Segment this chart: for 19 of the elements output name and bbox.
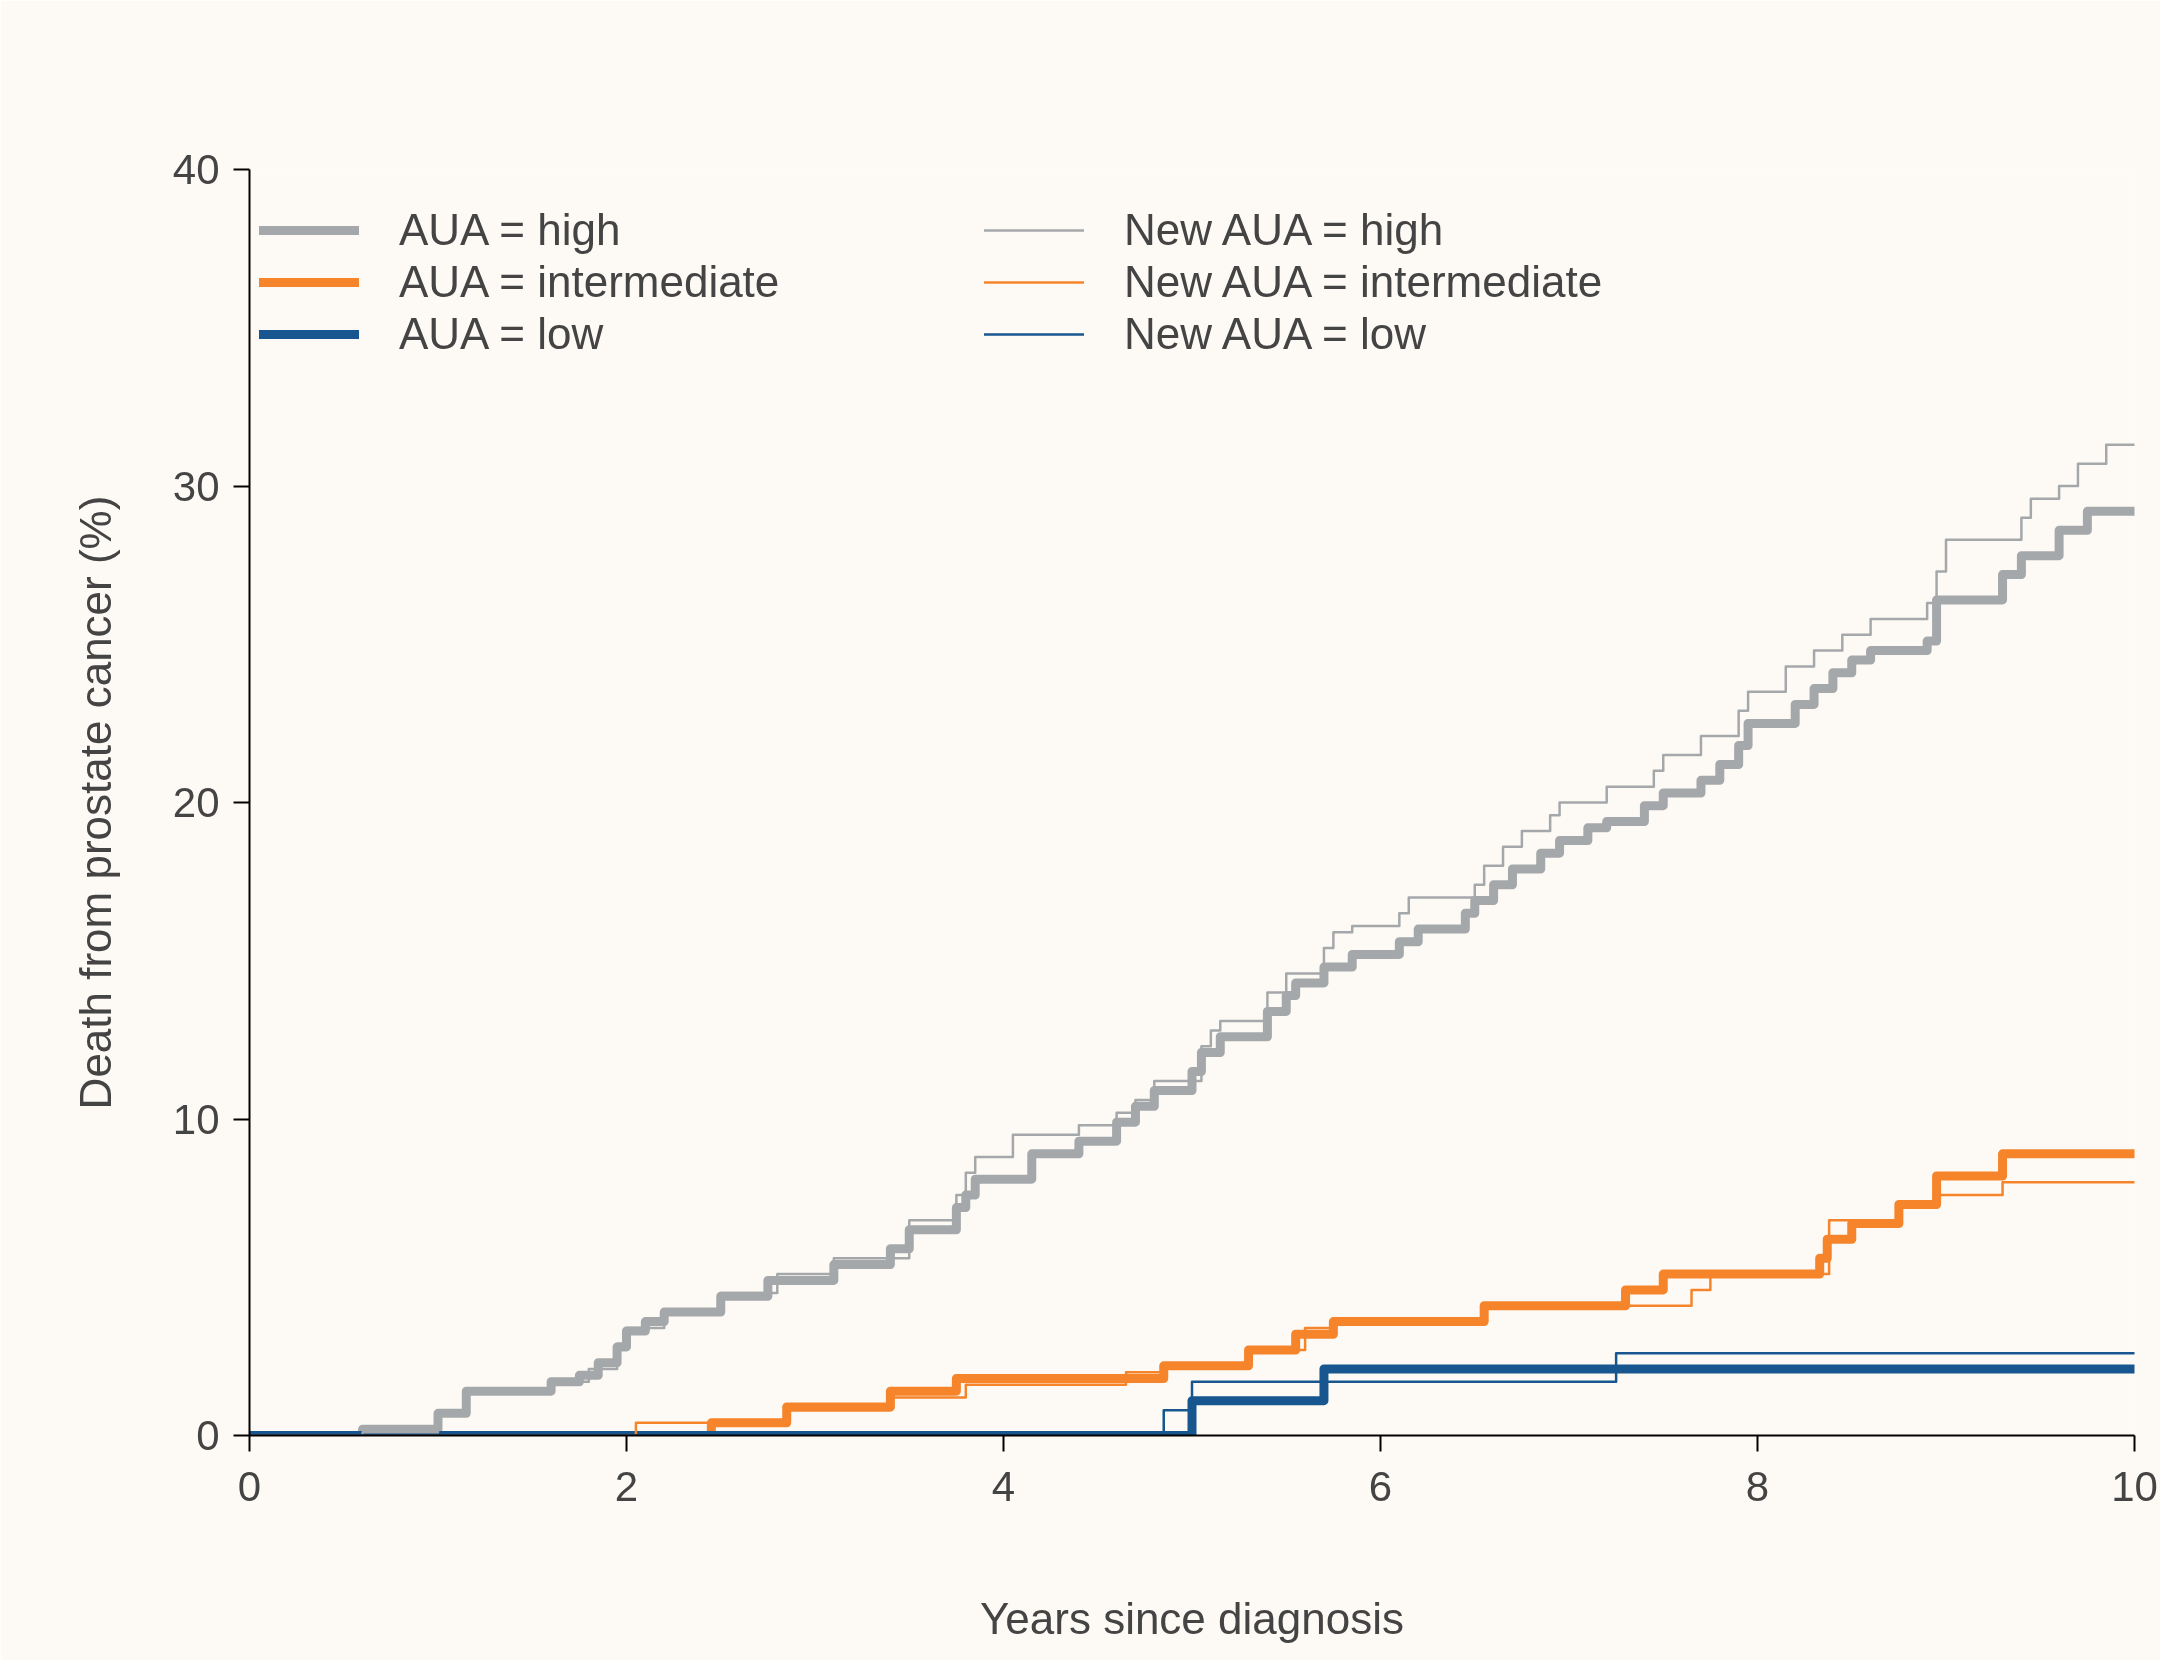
y-tick-label: 40 — [172, 146, 220, 193]
y-tick-label: 20 — [172, 779, 220, 826]
legend-label: New AUA = low — [1124, 309, 1427, 359]
y-tick-label: 30 — [172, 462, 220, 510]
x-tick-label: 8 — [1745, 1462, 1770, 1510]
legend-label: AUA = high — [399, 205, 621, 255]
x-axis-title: Years since diagnosis — [980, 1593, 1404, 1643]
y-tick-label: 0 — [196, 1412, 220, 1459]
x-tick-label: 2 — [614, 1462, 639, 1510]
x-tick-label: 6 — [1368, 1462, 1393, 1510]
legend-label: AUA = intermediate — [399, 257, 780, 307]
x-tick-label: 4 — [991, 1462, 1016, 1510]
legend-label: New AUA = high — [1124, 205, 1444, 255]
y-axis-title: Death from prostate cancer (%) — [70, 495, 120, 1110]
x-tick-label: 10 — [2111, 1462, 2158, 1510]
x-tick-label: 0 — [237, 1462, 262, 1510]
y-tick-label: 10 — [172, 1095, 220, 1143]
legend-label: New AUA = intermediate — [1124, 257, 1603, 307]
legend-label: AUA = low — [399, 309, 604, 359]
